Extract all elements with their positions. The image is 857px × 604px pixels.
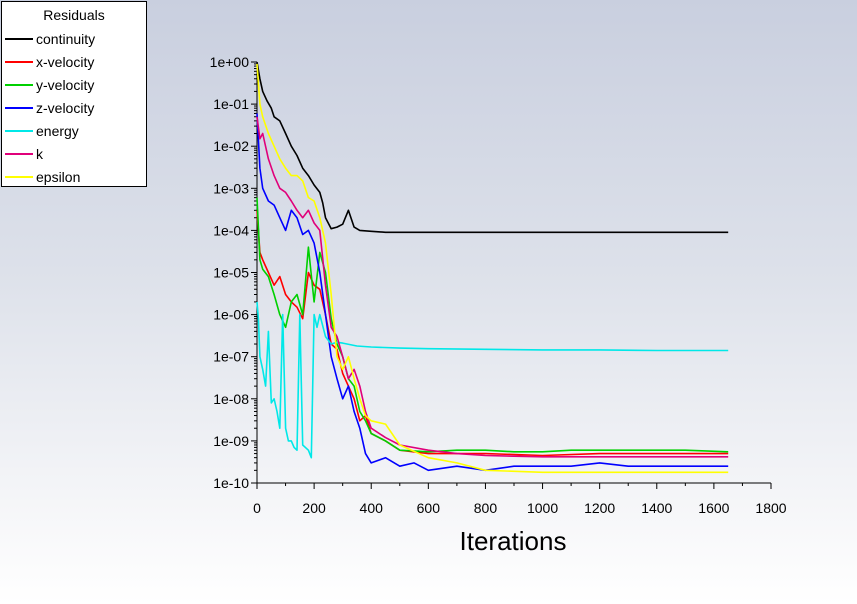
y-tick-label: 1e-08 (213, 391, 249, 407)
x-tick-label: 1400 (641, 500, 672, 516)
x-tick-label: 1200 (584, 500, 615, 516)
legend-swatch (5, 153, 33, 155)
legend-entry: energy (5, 121, 145, 141)
series-line-k (256, 116, 729, 458)
y-tick-label: 1e-03 (213, 180, 249, 196)
y-tick-label: 1e-01 (213, 96, 249, 112)
x-tick-label: 800 (474, 500, 498, 516)
legend-label: k (36, 146, 43, 162)
y-tick-label: 1e-07 (213, 349, 249, 365)
x-tick-label: 200 (302, 500, 326, 516)
y-tick-label: 1e+00 (210, 54, 250, 70)
legend-swatch (5, 84, 33, 86)
legend-label: energy (36, 123, 79, 139)
y-tick-label: 1e-04 (213, 222, 249, 238)
y-tick-label: 1e-06 (213, 307, 249, 323)
series-line-continuity (256, 61, 729, 234)
x-axis-label: Iterations (459, 526, 567, 556)
y-tick-label: 1e-05 (213, 265, 249, 281)
series-line-epsilon (256, 63, 729, 474)
legend-swatch (5, 107, 33, 109)
legend-entry: continuity (5, 29, 145, 49)
legend-label: continuity (36, 31, 96, 47)
y-tick-label: 1e-10 (213, 475, 249, 491)
x-tick-label: 0 (253, 500, 261, 516)
legend-label: x-velocity (36, 54, 95, 70)
legend-entry: epsilon (5, 167, 145, 187)
legend-swatch (5, 130, 33, 132)
legend-entry: z-velocity (5, 98, 145, 118)
legend-entry: k (5, 144, 145, 164)
legend-label: epsilon (36, 169, 81, 185)
legend-swatch (5, 176, 33, 178)
legend-label: y-velocity (36, 77, 95, 93)
x-tick-label: 1600 (698, 500, 729, 516)
legend-entry: x-velocity (5, 52, 145, 72)
legend-swatch (5, 61, 33, 63)
series-line-z-velocity (256, 113, 729, 472)
x-tick-label: 600 (417, 500, 441, 516)
legend-title: Residuals (43, 7, 105, 23)
chart-legend: Residuals continuity x-velocity y-velocity… (1, 1, 147, 187)
x-tick-label: 1000 (527, 500, 558, 516)
legend-swatch (5, 38, 33, 40)
legend-entry: y-velocity (5, 75, 145, 95)
x-tick-label: 400 (360, 500, 384, 516)
y-tick-label: 1e-02 (213, 138, 249, 154)
legend-label: z-velocity (36, 100, 95, 116)
series-line-energy (256, 301, 729, 459)
y-tick-label: 1e-09 (213, 433, 249, 449)
x-tick-label: 1800 (755, 500, 786, 516)
